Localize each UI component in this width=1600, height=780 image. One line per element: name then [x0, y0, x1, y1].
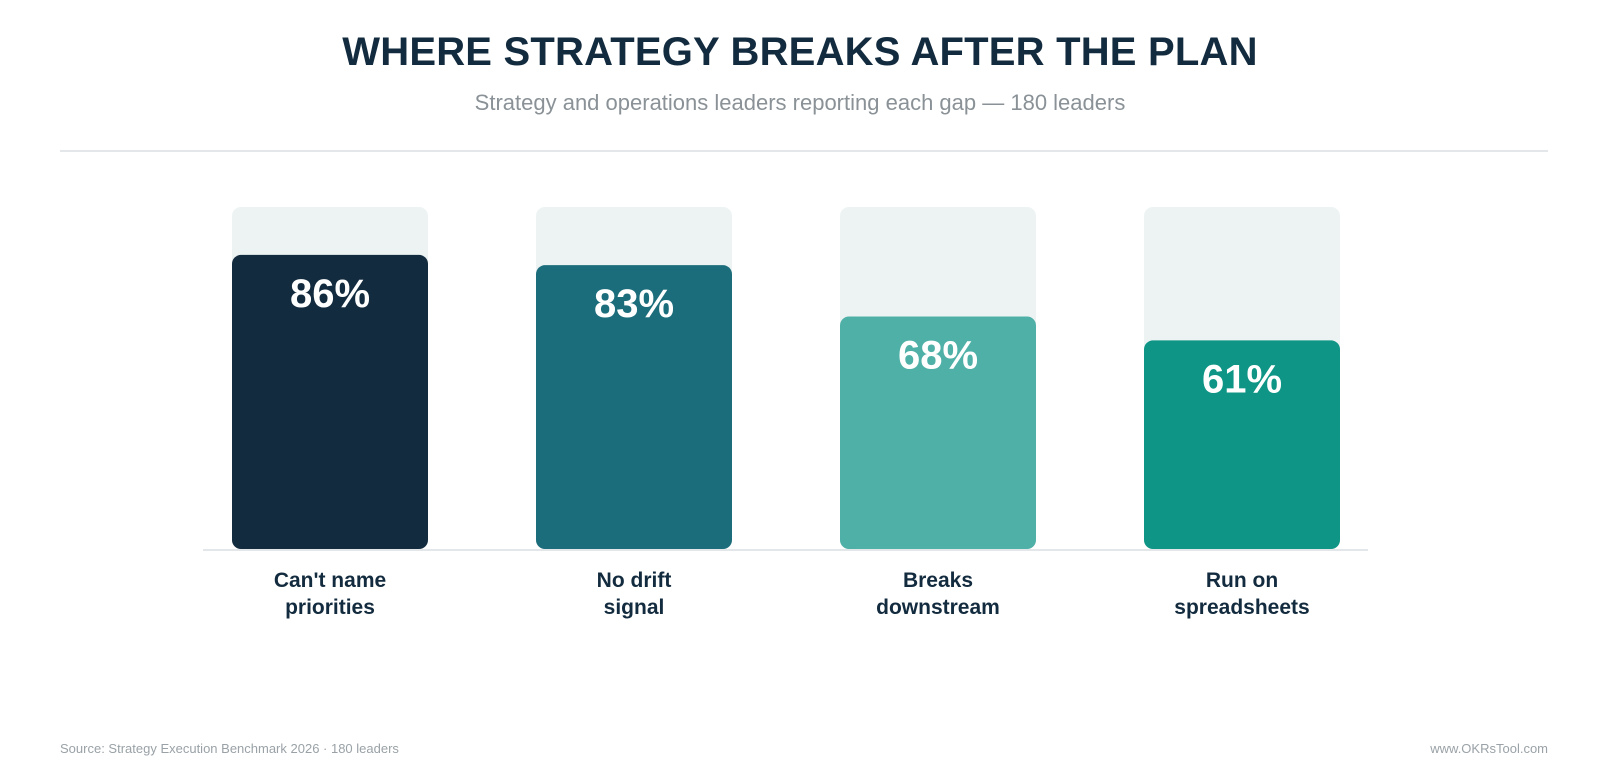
- category-label: Can't name: [274, 569, 386, 592]
- bar: [232, 254, 428, 549]
- category-label: Run on: [1206, 569, 1278, 592]
- bar-value-label: 68%: [898, 333, 978, 377]
- bar: [536, 265, 732, 549]
- chart-subtitle: Strategy and operations leaders reportin…: [474, 90, 1126, 115]
- header-divider: [60, 150, 1548, 152]
- website-link[interactable]: www.OKRsTool.com: [1430, 741, 1548, 756]
- bar: [1144, 340, 1340, 549]
- chart-title: WHERE STRATEGY BREAKS AFTER THE PLAN: [342, 30, 1258, 74]
- category-label: priorities: [285, 596, 375, 619]
- category-label: signal: [604, 596, 665, 619]
- bar-value-label: 86%: [290, 272, 370, 316]
- category-label: downstream: [876, 596, 1000, 619]
- category-label: spreadsheets: [1174, 596, 1309, 619]
- bar: [840, 316, 1036, 549]
- source-note: Source: Strategy Execution Benchmark 202…: [60, 741, 399, 756]
- bar-value-label: 83%: [594, 282, 674, 326]
- bar-value-label: 61%: [1202, 357, 1282, 401]
- category-label: Breaks: [903, 569, 973, 592]
- category-label: No drift: [597, 569, 672, 592]
